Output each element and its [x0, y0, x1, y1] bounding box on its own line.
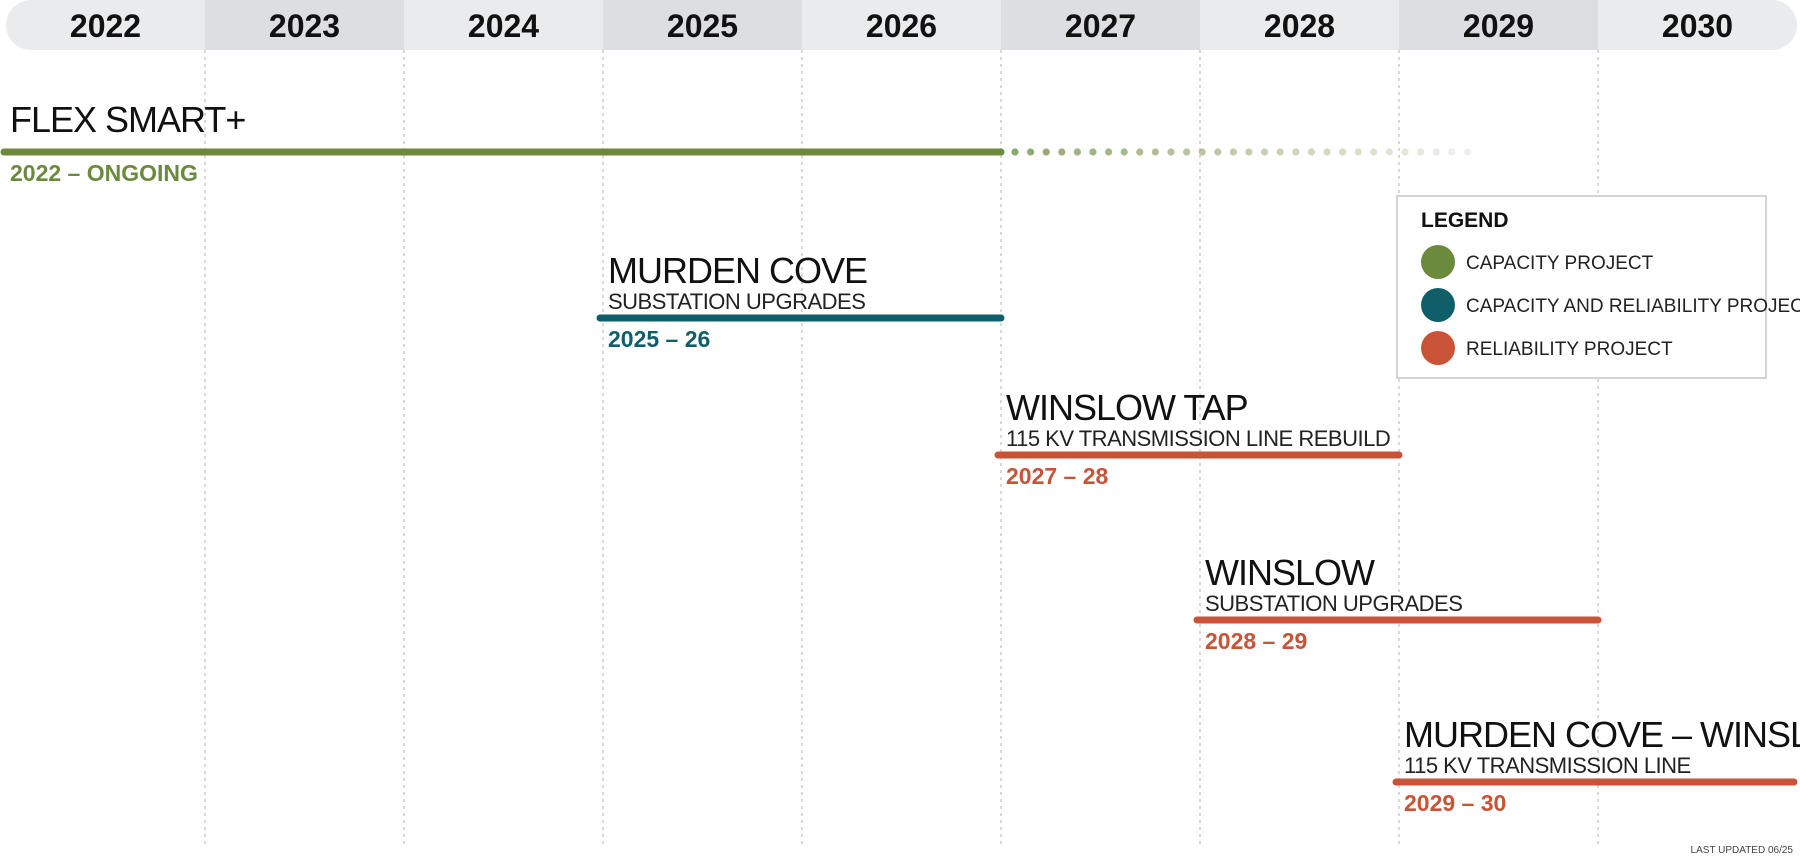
project-title: MURDEN COVE – WINSLOW: [1404, 714, 1800, 755]
year-label-2022: 2022: [70, 8, 141, 44]
year-label-2025: 2025: [667, 8, 738, 44]
project-title: WINSLOW: [1205, 552, 1375, 593]
ongoing-dot: [1120, 148, 1128, 156]
legend-label-capacity_reliability: CAPACITY AND RELIABILITY PROJECT: [1466, 296, 1800, 317]
ongoing-dot: [1198, 148, 1206, 156]
ongoing-dot: [1401, 148, 1409, 156]
ongoing-dot: [1307, 148, 1315, 156]
ongoing-dot: [1432, 148, 1440, 156]
year-label-2023: 2023: [269, 8, 340, 44]
year-header-shade: [603, 0, 802, 50]
ongoing-dot: [1027, 148, 1035, 156]
ongoing-dot: [1058, 148, 1066, 156]
ongoing-dot: [1417, 148, 1425, 156]
legend-title: LEGEND: [1421, 209, 1509, 232]
project-subtitle: SUBSTATION UPGRADES: [1205, 591, 1462, 616]
legend-label-capacity: CAPACITY PROJECT: [1466, 253, 1654, 274]
year-label-2028: 2028: [1264, 8, 1335, 44]
legend-swatch-capacity_reliability: [1421, 288, 1455, 322]
ongoing-dot: [1089, 148, 1097, 156]
project-subtitle: 115 KV TRANSMISSION LINE: [1404, 753, 1691, 778]
ongoing-dot: [1229, 148, 1237, 156]
legend-box: [1396, 195, 1767, 379]
year-label-2027: 2027: [1065, 8, 1136, 44]
project-date-range: 2022 – ONGOING: [10, 160, 198, 186]
ongoing-dot: [1136, 148, 1144, 156]
ongoing-dot: [1167, 148, 1175, 156]
ongoing-dot: [1214, 148, 1222, 156]
ongoing-dot: [1245, 148, 1253, 156]
year-label-2029: 2029: [1463, 8, 1534, 44]
year-label-2024: 2024: [468, 8, 539, 44]
ongoing-dot: [1323, 148, 1331, 156]
legend-label-reliability: RELIABILITY PROJECT: [1466, 339, 1673, 360]
ongoing-dot: [1276, 148, 1284, 156]
year-header-shade: [1399, 0, 1598, 50]
project-title: WINSLOW TAP: [1006, 387, 1248, 428]
ongoing-dot: [1463, 148, 1471, 156]
project-subtitle: 115 KV TRANSMISSION LINE REBUILD: [1006, 426, 1390, 451]
year-header-background: [6, 0, 1797, 50]
year-header-shade: [205, 0, 404, 50]
ongoing-dot: [1105, 148, 1113, 156]
project-date-range: 2027 – 28: [1006, 463, 1109, 489]
ongoing-dot: [1042, 148, 1050, 156]
project-4: MURDEN COVE – WINSLOW115 KV TRANSMISSION…: [1392, 714, 1800, 816]
ongoing-dot: [1354, 148, 1362, 156]
year-header: 2022 2023 2024 2025 2026 2027 2028 2029 2030: [6, 0, 1797, 50]
ongoing-dot: [1448, 148, 1456, 156]
ongoing-dot: [1261, 148, 1269, 156]
legend-swatch-capacity: [1421, 245, 1455, 279]
project-0: FLEX SMART+ 2022 – ONGOING: [0, 99, 1471, 186]
last-updated-note: LAST UPDATED 06/25: [1691, 845, 1794, 856]
year-label-2030: 2030: [1662, 8, 1733, 44]
project-date-range: 2028 – 29: [1205, 628, 1307, 654]
legend-swatch-reliability: [1421, 331, 1455, 365]
year-header-shade: [1001, 0, 1200, 50]
legend: LEGEND CAPACITY PROJECT CAPACITY AND RELIA…: [1396, 195, 1800, 379]
ongoing-dot: [1011, 148, 1019, 156]
ongoing-dot: [1073, 148, 1081, 156]
ongoing-dot: [1385, 148, 1393, 156]
ongoing-dot: [1183, 148, 1191, 156]
project-date-range: 2025 – 26: [608, 326, 710, 352]
project-title: FLEX SMART+: [10, 99, 245, 140]
ongoing-dot: [1339, 148, 1347, 156]
project-subtitle: SUBSTATION UPGRADES: [608, 289, 865, 314]
ongoing-dot: [1370, 148, 1378, 156]
project-title: MURDEN COVE: [608, 250, 867, 291]
ongoing-dot: [1151, 148, 1159, 156]
project-date-range: 2029 – 30: [1404, 790, 1506, 816]
ongoing-dot: [1292, 148, 1300, 156]
year-label-2026: 2026: [866, 8, 937, 44]
